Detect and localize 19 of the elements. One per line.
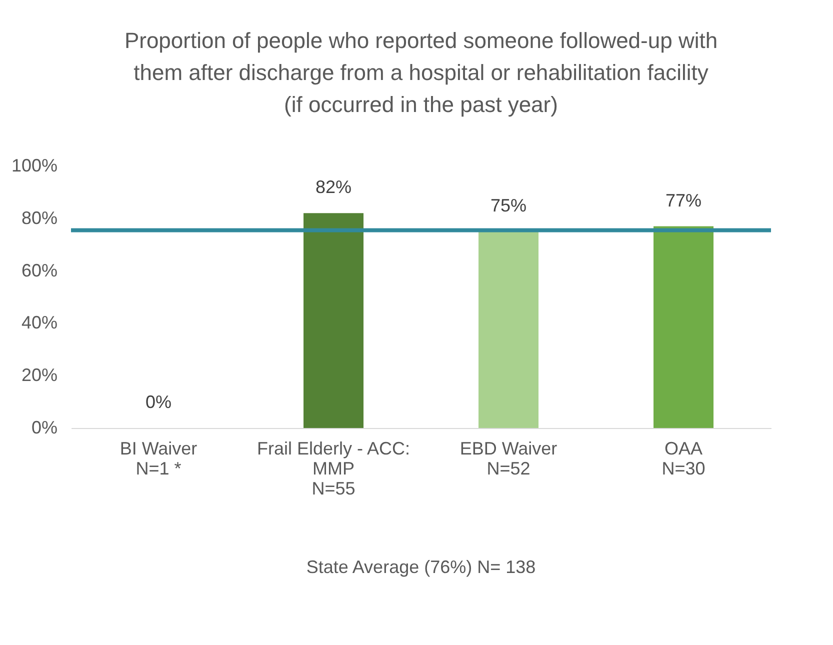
y-tick-label: 100% — [11, 156, 58, 176]
x-tick-label: EBD Waiver N=52 — [460, 438, 558, 478]
data-label: 82% — [315, 177, 352, 198]
bar — [304, 213, 364, 428]
x-tick-label: Frail Elderly - ACC: MMP N=55 — [256, 438, 410, 498]
data-label: 77% — [665, 190, 702, 210]
data-label: 0% — [145, 392, 172, 412]
y-tick-label: 0% — [31, 418, 58, 438]
bar — [478, 232, 538, 428]
x-tick-label: OAA N=30 — [662, 438, 706, 478]
chart-title: Proportion of people who reported someone followed-up with them after discharge from a hospital or rehabilitation facility (if occurred in the past year) — [124, 28, 718, 117]
text: State Average (76%) N= 138 — [306, 557, 536, 577]
y-tick-label: 20% — [21, 365, 58, 386]
y-tick-label: 60% — [21, 260, 58, 280]
x-tick-label: BI Waiver N=1 * — [120, 438, 198, 478]
y-tick-label: 40% — [21, 312, 58, 333]
bar — [654, 226, 714, 428]
y-tick-label: 80% — [21, 208, 58, 228]
data-label: 75% — [490, 196, 527, 216]
